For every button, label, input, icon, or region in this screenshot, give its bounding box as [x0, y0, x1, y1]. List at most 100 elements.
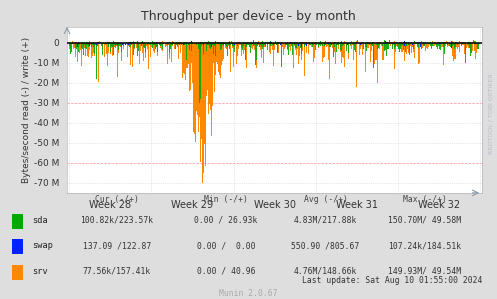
Bar: [232, 43, 233, 47]
Text: srv: srv: [32, 267, 48, 276]
Text: Min (-/+): Min (-/+): [204, 195, 248, 204]
Bar: [88, 43, 89, 48]
Bar: [273, 43, 274, 48]
Bar: [407, 43, 408, 49]
Bar: [459, 43, 460, 52]
Bar: [141, 43, 142, 44]
Bar: [365, 43, 366, 72]
Bar: [315, 42, 316, 43]
Bar: [412, 43, 413, 45]
Bar: [451, 43, 452, 48]
Bar: [168, 43, 169, 45]
Bar: [413, 43, 414, 45]
Bar: [272, 43, 273, 45]
Bar: [89, 41, 90, 43]
Bar: [355, 43, 356, 46]
Bar: [443, 43, 444, 65]
Bar: [203, 43, 204, 173]
Bar: [412, 43, 413, 47]
Bar: [149, 42, 150, 43]
Bar: [77, 43, 78, 48]
Bar: [131, 42, 132, 43]
Bar: [362, 42, 363, 43]
Bar: [444, 43, 445, 50]
Bar: [181, 43, 182, 45]
Bar: [369, 43, 370, 45]
Bar: [253, 42, 254, 43]
Bar: [133, 42, 134, 43]
Bar: [244, 43, 245, 50]
Bar: [336, 43, 337, 51]
Bar: [188, 43, 189, 45]
Bar: [129, 42, 130, 43]
Bar: [433, 43, 434, 46]
Bar: [156, 42, 157, 43]
Bar: [418, 43, 419, 48]
Bar: [262, 43, 263, 51]
Bar: [314, 42, 315, 43]
Bar: [294, 42, 295, 43]
Text: 0.00 /  0.00: 0.00 / 0.00: [197, 241, 255, 250]
Bar: [75, 42, 76, 43]
Bar: [308, 43, 309, 50]
Bar: [250, 43, 251, 54]
Bar: [192, 43, 193, 44]
Bar: [229, 43, 230, 49]
Bar: [269, 42, 270, 43]
Bar: [337, 42, 338, 43]
Bar: [144, 43, 145, 47]
Bar: [196, 43, 197, 45]
Bar: [218, 43, 219, 44]
Text: 4.76M/148.66k: 4.76M/148.66k: [294, 267, 357, 276]
Bar: [190, 42, 191, 43]
Bar: [392, 43, 393, 44]
Bar: [397, 43, 398, 46]
Bar: [458, 43, 459, 44]
Bar: [388, 43, 389, 49]
Bar: [298, 43, 299, 46]
Bar: [195, 43, 196, 142]
Text: 137.09 /122.87: 137.09 /122.87: [83, 241, 151, 250]
Bar: [120, 43, 121, 44]
Bar: [262, 42, 263, 43]
Bar: [344, 41, 345, 43]
Bar: [243, 43, 244, 44]
Bar: [74, 42, 75, 43]
Bar: [167, 43, 168, 64]
Bar: [328, 43, 329, 48]
Bar: [375, 43, 376, 60]
Bar: [461, 42, 462, 43]
Bar: [455, 43, 456, 47]
Bar: [141, 42, 142, 43]
Bar: [122, 43, 123, 45]
Bar: [199, 43, 200, 103]
Bar: [180, 43, 181, 53]
Bar: [277, 43, 278, 53]
Bar: [272, 43, 273, 50]
Bar: [303, 42, 304, 43]
Bar: [103, 43, 104, 44]
Bar: [385, 43, 386, 50]
Bar: [280, 43, 281, 45]
Bar: [310, 43, 311, 45]
Bar: [139, 43, 140, 44]
Bar: [182, 43, 183, 78]
Bar: [234, 43, 235, 45]
Bar: [395, 43, 396, 45]
Bar: [464, 43, 465, 54]
Bar: [289, 43, 290, 47]
Bar: [154, 43, 155, 45]
Bar: [389, 43, 390, 44]
Bar: [475, 42, 476, 43]
Bar: [98, 43, 99, 82]
Bar: [337, 43, 338, 45]
Bar: [387, 43, 388, 47]
Bar: [239, 42, 240, 43]
Bar: [411, 42, 412, 43]
Bar: [439, 42, 440, 43]
Bar: [408, 42, 409, 43]
Bar: [455, 43, 456, 59]
Bar: [372, 43, 373, 46]
Text: 550.90 /805.67: 550.90 /805.67: [291, 241, 360, 250]
Bar: [197, 43, 198, 103]
